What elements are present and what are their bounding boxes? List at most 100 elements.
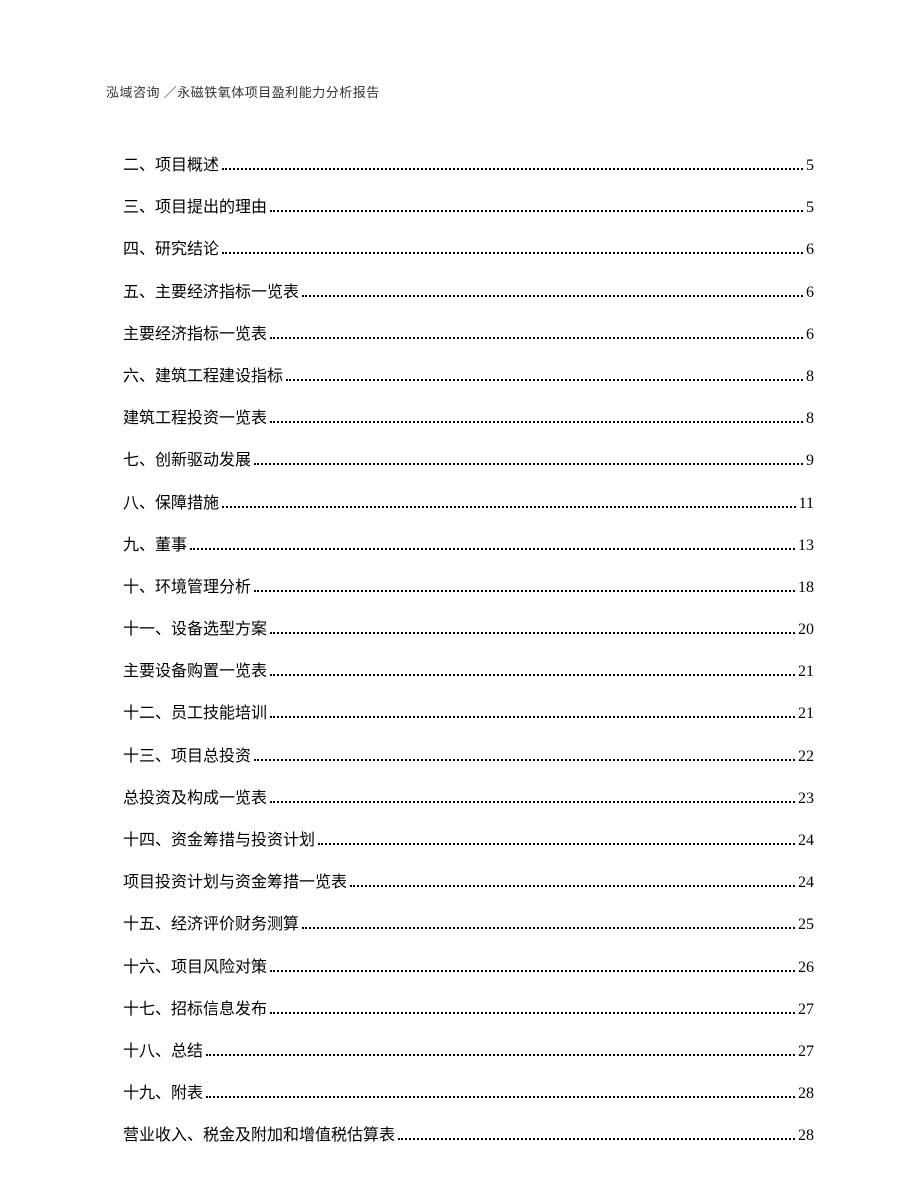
toc-entry: 十九、附表 28 xyxy=(123,1079,814,1103)
toc-entry-title: 八、保障措施 xyxy=(123,489,219,513)
toc-leader-dots xyxy=(270,632,795,634)
toc-entry-page: 21 xyxy=(798,663,814,681)
toc-entry-page: 28 xyxy=(798,1127,814,1145)
toc-entry-page: 27 xyxy=(798,1043,814,1061)
toc-entry: 项目投资计划与资金筹措一览表 24 xyxy=(123,868,814,892)
toc-entry-title: 十九、附表 xyxy=(123,1079,203,1103)
toc-entry-title: 五、主要经济指标一览表 xyxy=(123,278,299,302)
toc-leader-dots xyxy=(270,970,795,972)
toc-leader-dots xyxy=(270,674,795,676)
toc-entry-title: 十六、项目风险对策 xyxy=(123,953,267,977)
toc-leader-dots xyxy=(398,1138,795,1140)
toc-entry-title: 九、董事 xyxy=(123,531,187,555)
toc-entry-title: 十八、总结 xyxy=(123,1037,203,1061)
toc-leader-dots xyxy=(190,548,795,550)
toc-entry: 十二、员工技能培训 21 xyxy=(123,699,814,723)
toc-entry-title: 四、研究结论 xyxy=(123,235,219,259)
document-page: 泓域咨询 ／永磁铁氧体项目盈利能力分析报告 二、项目概述 5 三、项目提出的理由 5 四… xyxy=(0,0,920,1191)
toc-leader-dots xyxy=(254,759,795,761)
toc-leader-dots xyxy=(270,801,795,803)
toc-entry: 四、研究结论 6 xyxy=(123,235,814,259)
toc-leader-dots xyxy=(222,168,803,170)
toc-entry-page: 9 xyxy=(806,452,814,470)
header-text: 泓域咨询 ／永磁铁氧体项目盈利能力分析报告 xyxy=(106,85,380,100)
toc-leader-dots xyxy=(270,716,795,718)
toc-entry: 营业收入、税金及附加和增值税估算表 28 xyxy=(123,1121,814,1145)
toc-entry: 二、项目概述 5 xyxy=(123,151,814,175)
toc-entry-title: 建筑工程投资一览表 xyxy=(123,404,267,428)
toc-entry-title: 总投资及构成一览表 xyxy=(123,784,267,808)
toc-entry-title: 十一、设备选型方案 xyxy=(123,615,267,639)
toc-entry-title: 项目投资计划与资金筹措一览表 xyxy=(123,868,347,892)
toc-entry-page: 6 xyxy=(806,326,814,344)
toc-leader-dots xyxy=(270,421,803,423)
toc-entry-page: 6 xyxy=(806,241,814,259)
toc-entry-page: 5 xyxy=(806,199,814,217)
toc-entry-title: 主要设备购置一览表 xyxy=(123,657,267,681)
toc-entry: 十四、资金筹措与投资计划 24 xyxy=(123,826,814,850)
toc-entry-page: 24 xyxy=(798,832,814,850)
toc-entry-title: 三、项目提出的理由 xyxy=(123,193,267,217)
toc-entry: 主要经济指标一览表 6 xyxy=(123,320,814,344)
toc-entry-page: 22 xyxy=(798,748,814,766)
table-of-contents: 二、项目概述5三、项目提出的理由5四、研究结论6五、主要经济指标一览表6主要经济… xyxy=(106,151,814,1145)
toc-entry: 主要设备购置一览表 21 xyxy=(123,657,814,681)
toc-entry-page: 25 xyxy=(798,916,814,934)
toc-leader-dots xyxy=(270,337,803,339)
toc-entry-page: 23 xyxy=(798,790,814,808)
toc-entry-page: 11 xyxy=(799,495,814,513)
toc-entry: 十三、项目总投资 22 xyxy=(123,742,814,766)
toc-entry-title: 十七、招标信息发布 xyxy=(123,995,267,1019)
toc-leader-dots xyxy=(270,210,803,212)
toc-leader-dots xyxy=(222,506,796,508)
toc-entry-title: 主要经济指标一览表 xyxy=(123,320,267,344)
toc-entry: 十六、项目风险对策 26 xyxy=(123,953,814,977)
toc-entry-title: 十四、资金筹措与投资计划 xyxy=(123,826,315,850)
toc-leader-dots xyxy=(206,1096,795,1098)
toc-entry-title: 十、环境管理分析 xyxy=(123,573,251,597)
toc-entry: 建筑工程投资一览表 8 xyxy=(123,404,814,428)
toc-entry-title: 七、创新驱动发展 xyxy=(123,446,251,470)
toc-entry-page: 13 xyxy=(798,537,814,555)
toc-entry: 六、建筑工程建设指标 8 xyxy=(123,362,814,386)
toc-entry-page: 8 xyxy=(806,410,814,428)
toc-entry-title: 十三、项目总投资 xyxy=(123,742,251,766)
toc-entry: 十一、设备选型方案 20 xyxy=(123,615,814,639)
toc-leader-dots xyxy=(270,1012,795,1014)
toc-leader-dots xyxy=(286,379,803,381)
toc-entry-title: 十五、经济评价财务测算 xyxy=(123,910,299,934)
toc-entry: 十五、经济评价财务测算 25 xyxy=(123,910,814,934)
toc-entry-page: 27 xyxy=(798,1001,814,1019)
toc-entry-page: 5 xyxy=(806,157,814,175)
toc-leader-dots xyxy=(302,295,803,297)
toc-entry: 十八、总结 27 xyxy=(123,1037,814,1061)
toc-entry-title: 营业收入、税金及附加和增值税估算表 xyxy=(123,1121,395,1145)
toc-entry-page: 24 xyxy=(798,874,814,892)
toc-entry: 十七、招标信息发布 27 xyxy=(123,995,814,1019)
toc-entry-page: 8 xyxy=(806,368,814,386)
toc-leader-dots xyxy=(206,1054,795,1056)
toc-entry: 五、主要经济指标一览表 6 xyxy=(123,278,814,302)
toc-entry-page: 18 xyxy=(798,579,814,597)
toc-entry-title: 六、建筑工程建设指标 xyxy=(123,362,283,386)
toc-leader-dots xyxy=(318,843,795,845)
toc-leader-dots xyxy=(254,590,795,592)
toc-entry: 九、董事 13 xyxy=(123,531,814,555)
toc-entry-title: 十二、员工技能培训 xyxy=(123,699,267,723)
toc-leader-dots xyxy=(254,463,803,465)
toc-entry-page: 20 xyxy=(798,621,814,639)
toc-entry-title: 二、项目概述 xyxy=(123,151,219,175)
toc-entry-page: 6 xyxy=(806,284,814,302)
toc-leader-dots xyxy=(222,252,803,254)
toc-entry: 七、创新驱动发展 9 xyxy=(123,446,814,470)
toc-entry: 三、项目提出的理由 5 xyxy=(123,193,814,217)
page-header: 泓域咨询 ／永磁铁氧体项目盈利能力分析报告 xyxy=(106,82,814,101)
toc-leader-dots xyxy=(302,927,795,929)
toc-entry-page: 28 xyxy=(798,1085,814,1103)
toc-entry: 十、环境管理分析 18 xyxy=(123,573,814,597)
toc-entry: 总投资及构成一览表 23 xyxy=(123,784,814,808)
toc-leader-dots xyxy=(350,885,795,887)
toc-entry: 八、保障措施 11 xyxy=(123,489,814,513)
toc-entry-page: 26 xyxy=(798,959,814,977)
toc-entry-page: 21 xyxy=(798,705,814,723)
